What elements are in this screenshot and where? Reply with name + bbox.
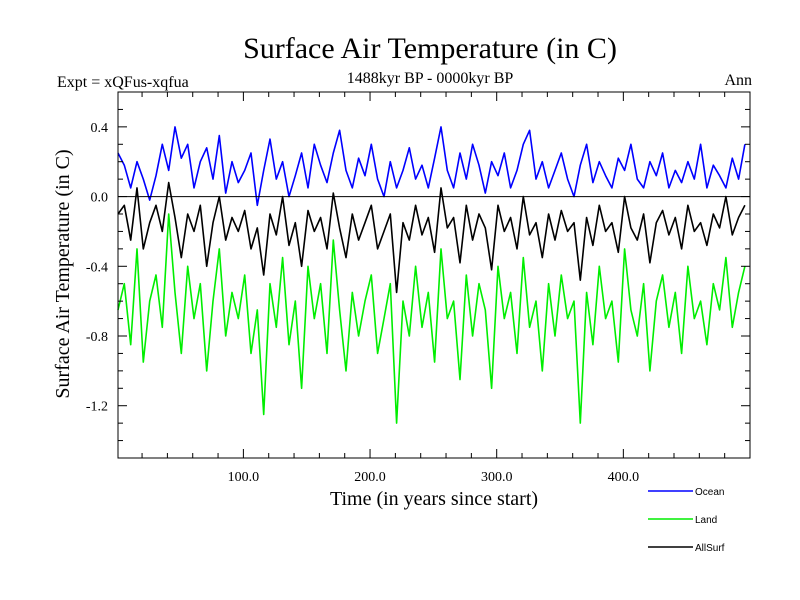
y-tick-label: 0.4: [91, 121, 109, 136]
y-tick-label: -0.8: [86, 330, 108, 345]
series-line-allsurf: [117, 181, 746, 294]
y-tick-label: -1.2: [86, 400, 108, 415]
plot-area: 100.0 200.0 300.0 400.0 0.4 0.0 -0.4 -0.8 -1.2: [86, 91, 751, 485]
legend-label-allsurf: AllSurf: [695, 543, 725, 554]
x-tick-label: 200.0: [354, 470, 386, 485]
plot-frame: [117, 91, 751, 459]
x-tick-label: 100.0: [228, 470, 260, 485]
y-axis-label: Surface Air Temperature (in C): [52, 149, 74, 398]
chart-title: Surface Air Temperature (in C): [243, 32, 617, 65]
x-tick-label: 400.0: [608, 470, 640, 485]
y-tick-label: 0.0: [91, 191, 109, 206]
season-label: Ann: [724, 72, 752, 89]
legend-label-land: Land: [695, 515, 717, 526]
x-axis-label: Time (in years since start): [330, 488, 538, 510]
time-range-label: 1488kyr BP - 0000kyr BP: [347, 70, 514, 87]
experiment-label: Expt = xQFus-xqfua: [57, 74, 189, 91]
x-tick-label: 300.0: [481, 470, 513, 485]
legend-label-ocean: Ocean: [695, 487, 724, 498]
series-line-land: [117, 213, 746, 424]
y-tick-label: -0.4: [86, 260, 108, 275]
series-line-ocean: [117, 126, 746, 207]
legend: Ocean Land AllSurf: [648, 487, 725, 554]
